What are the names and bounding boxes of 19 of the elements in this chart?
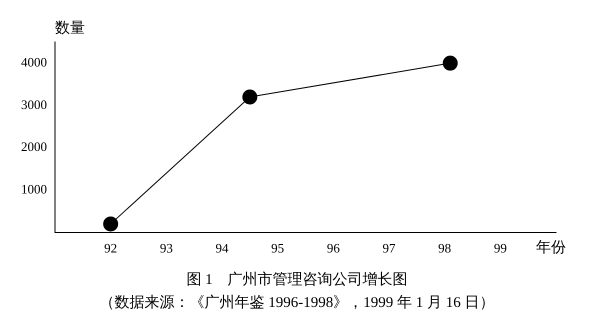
y-tick-label: 4000 [21,54,47,70]
point [242,90,258,105]
y-tick-label: 1000 [21,182,47,197]
y-tick-label: 2000 [21,139,47,154]
x-tick-label: 93 [160,240,173,256]
text: （数据来源：《广州年鉴 1996-1998》，1999 年 1 月 16 日） [98,294,496,312]
x-tick-label: 92 [104,240,118,256]
y-axis-title: 数量 [55,20,85,36]
point [103,216,118,232]
x-tick-label: 98 [438,240,452,256]
x-tick-label: 97 [382,240,396,256]
x-tick-label: 94 [216,240,229,256]
x-tick-label: 99 [494,240,507,256]
x-tick-label: 95 [271,240,284,256]
y-tick-label: 3000 [21,96,47,112]
x-tick-label: 96 [326,240,340,256]
x-axis-title: 年份 [536,238,566,256]
point [442,56,458,71]
text: 图 1 广州市管理咨询公司增长图 [185,270,409,289]
